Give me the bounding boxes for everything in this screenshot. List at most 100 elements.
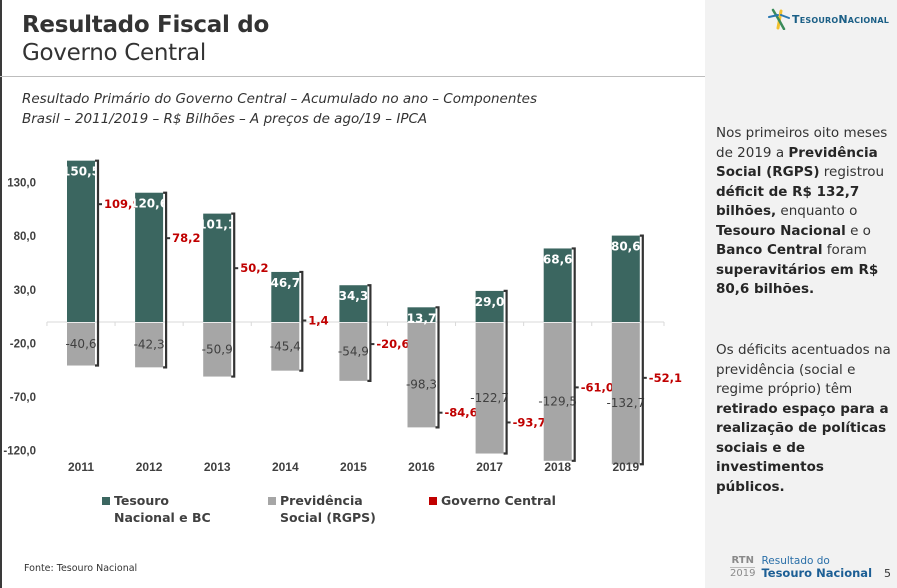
x-tick-label: 2016 <box>408 460 435 474</box>
label-tesouro: 101,1 <box>198 218 236 232</box>
bracket-total <box>571 247 576 462</box>
x-tick-label: 2019 <box>612 460 639 474</box>
legend-item-governo: Governo Central <box>429 492 556 509</box>
side-text-run: enquanto o <box>776 203 858 219</box>
bar-previdencia <box>67 323 95 366</box>
label-tesouro: 150,5 <box>62 165 100 179</box>
bar-tesouro <box>611 235 640 322</box>
side-text-run: foram <box>822 242 867 258</box>
legend-label-tesouro-l1: Tesouro <box>114 493 170 508</box>
y-tick-label: 80,0 <box>14 231 36 243</box>
label-previdencia: -50,9 <box>202 342 233 356</box>
bracket-total <box>95 159 100 367</box>
legend-swatch-tesouro <box>102 497 110 505</box>
label-previdencia: -98,3 <box>406 378 437 392</box>
x-tick-label: 2017 <box>476 460 503 474</box>
side-panel <box>705 0 897 588</box>
label-governo-central: -20,6 <box>376 337 409 351</box>
bar-previdencia <box>135 323 164 368</box>
page-number: 5 <box>884 567 892 580</box>
bar-tesouro <box>407 307 436 322</box>
footer-brand: RTN 2019 Resultado do Tesouro Nacional 5 <box>730 555 891 580</box>
x-tick-label: 2015 <box>340 460 367 474</box>
bar-previdencia <box>271 323 300 371</box>
side-text-run: registrou <box>819 164 885 180</box>
y-tick-label: 130,0 <box>7 178 36 190</box>
label-governo-central: 78,2 <box>172 231 200 245</box>
side-text-run: Nos primeiros oito meses de 2019 a <box>716 125 888 161</box>
page-title: Governo Central <box>22 40 206 66</box>
label-tesouro: 13,7 <box>407 311 437 325</box>
legend-label-governo: Governo Central <box>441 493 556 508</box>
side-text-run: Previdência Social (RGPS) <box>716 144 878 181</box>
label-governo-central: -93,7 <box>513 415 546 429</box>
bar-tesouro <box>203 213 232 322</box>
logo-text: TesouroNacional <box>792 12 890 26</box>
y-tick-label: -70,0 <box>10 392 36 404</box>
tesouro-logo: TesouroNacional <box>768 8 889 30</box>
side-text-run: e o <box>845 222 871 239</box>
side-text-run: Banco Central <box>716 242 823 258</box>
bar-tesouro <box>339 285 368 322</box>
label-previdencia: -122,7 <box>470 391 509 405</box>
bar-previdencia <box>543 323 572 461</box>
source-note: Fonte: Tesouro Nacional <box>24 563 138 574</box>
label-governo-central: -52,1 <box>649 371 682 385</box>
label-tesouro: 120,6 <box>130 197 168 211</box>
label-tesouro: 34,3 <box>339 289 369 303</box>
legend-label-previdencia-l2: Social (RGPS) <box>280 510 376 525</box>
rtn-year: 2019 <box>730 567 756 579</box>
side-text-run: Os déficits acentuados na previdência (s… <box>716 342 891 397</box>
label-governo-central: -61,0 <box>581 380 614 394</box>
bracket-total <box>639 234 644 466</box>
bar-previdencia <box>611 323 640 465</box>
legend-label-tesouro-l2: Nacional e BC <box>114 510 211 525</box>
y-tick-label: -120,0 <box>3 446 36 458</box>
left-border <box>0 0 2 588</box>
side-text-run: Tesouro Nacional <box>716 222 846 239</box>
bar-tesouro <box>475 290 504 322</box>
rtn-title-line1: Resultado do <box>761 555 830 567</box>
label-previdencia: -129,5 <box>538 394 577 408</box>
bar-tesouro <box>67 160 95 322</box>
x-tick-label: 2018 <box>544 460 571 474</box>
legend-swatch-governo <box>429 497 437 505</box>
bar-tesouro <box>271 271 300 322</box>
label-previdencia: -42,3 <box>134 338 165 352</box>
legend-item-previdencia: Previdência Social (RGPS) <box>268 492 376 526</box>
page-title-bold: Resultado Fiscal do <box>22 12 269 38</box>
rtn-title-line2: Tesouro Nacional <box>761 566 873 580</box>
bar-tesouro <box>135 192 164 322</box>
chart-subtitle-line2: Brasil – 2011/2019 – R$ Bilhões – A preç… <box>22 111 428 127</box>
bracket-total <box>231 212 236 378</box>
title-divider <box>0 76 705 77</box>
bracket-total <box>503 289 508 455</box>
label-tesouro: 68,6 <box>543 252 573 266</box>
label-previdencia: -54,9 <box>338 344 369 358</box>
bar-tesouro <box>543 248 572 322</box>
tesouro-star-icon <box>768 8 790 30</box>
rtn-label: RTN <box>731 555 754 566</box>
bar-previdencia <box>475 323 504 454</box>
x-tick-label: 2011 <box>68 460 94 474</box>
bar-previdencia <box>203 323 232 377</box>
side-paragraph-2: Os déficits acentuados na previdência (s… <box>716 341 892 497</box>
bracket-total <box>367 284 372 382</box>
side-text-run: retirado espaço para a realização de pol… <box>716 400 889 495</box>
label-tesouro: 46,7 <box>270 276 300 290</box>
chart-subtitle-line1: Resultado Primário do Governo Central – … <box>22 91 538 107</box>
label-previdencia: -132,7 <box>606 396 645 410</box>
bar-previdencia <box>339 323 368 381</box>
side-text-run: déficit de R$ 132,7 bilhões, <box>716 183 860 220</box>
x-tick-label: 2014 <box>272 460 299 474</box>
y-tick-label: 30,0 <box>14 285 36 297</box>
legend-swatch-previdencia <box>268 497 276 505</box>
label-governo-central: 50,2 <box>240 261 268 275</box>
label-tesouro: 80,6 <box>611 240 641 254</box>
label-previdencia: -40,6 <box>65 337 96 351</box>
label-governo-central: 109,9 <box>104 197 140 211</box>
x-tick-label: 2012 <box>136 460 163 474</box>
bracket-total <box>435 306 440 429</box>
label-governo-central: -84,6 <box>445 406 478 420</box>
x-tick-label: 2013 <box>204 460 231 474</box>
